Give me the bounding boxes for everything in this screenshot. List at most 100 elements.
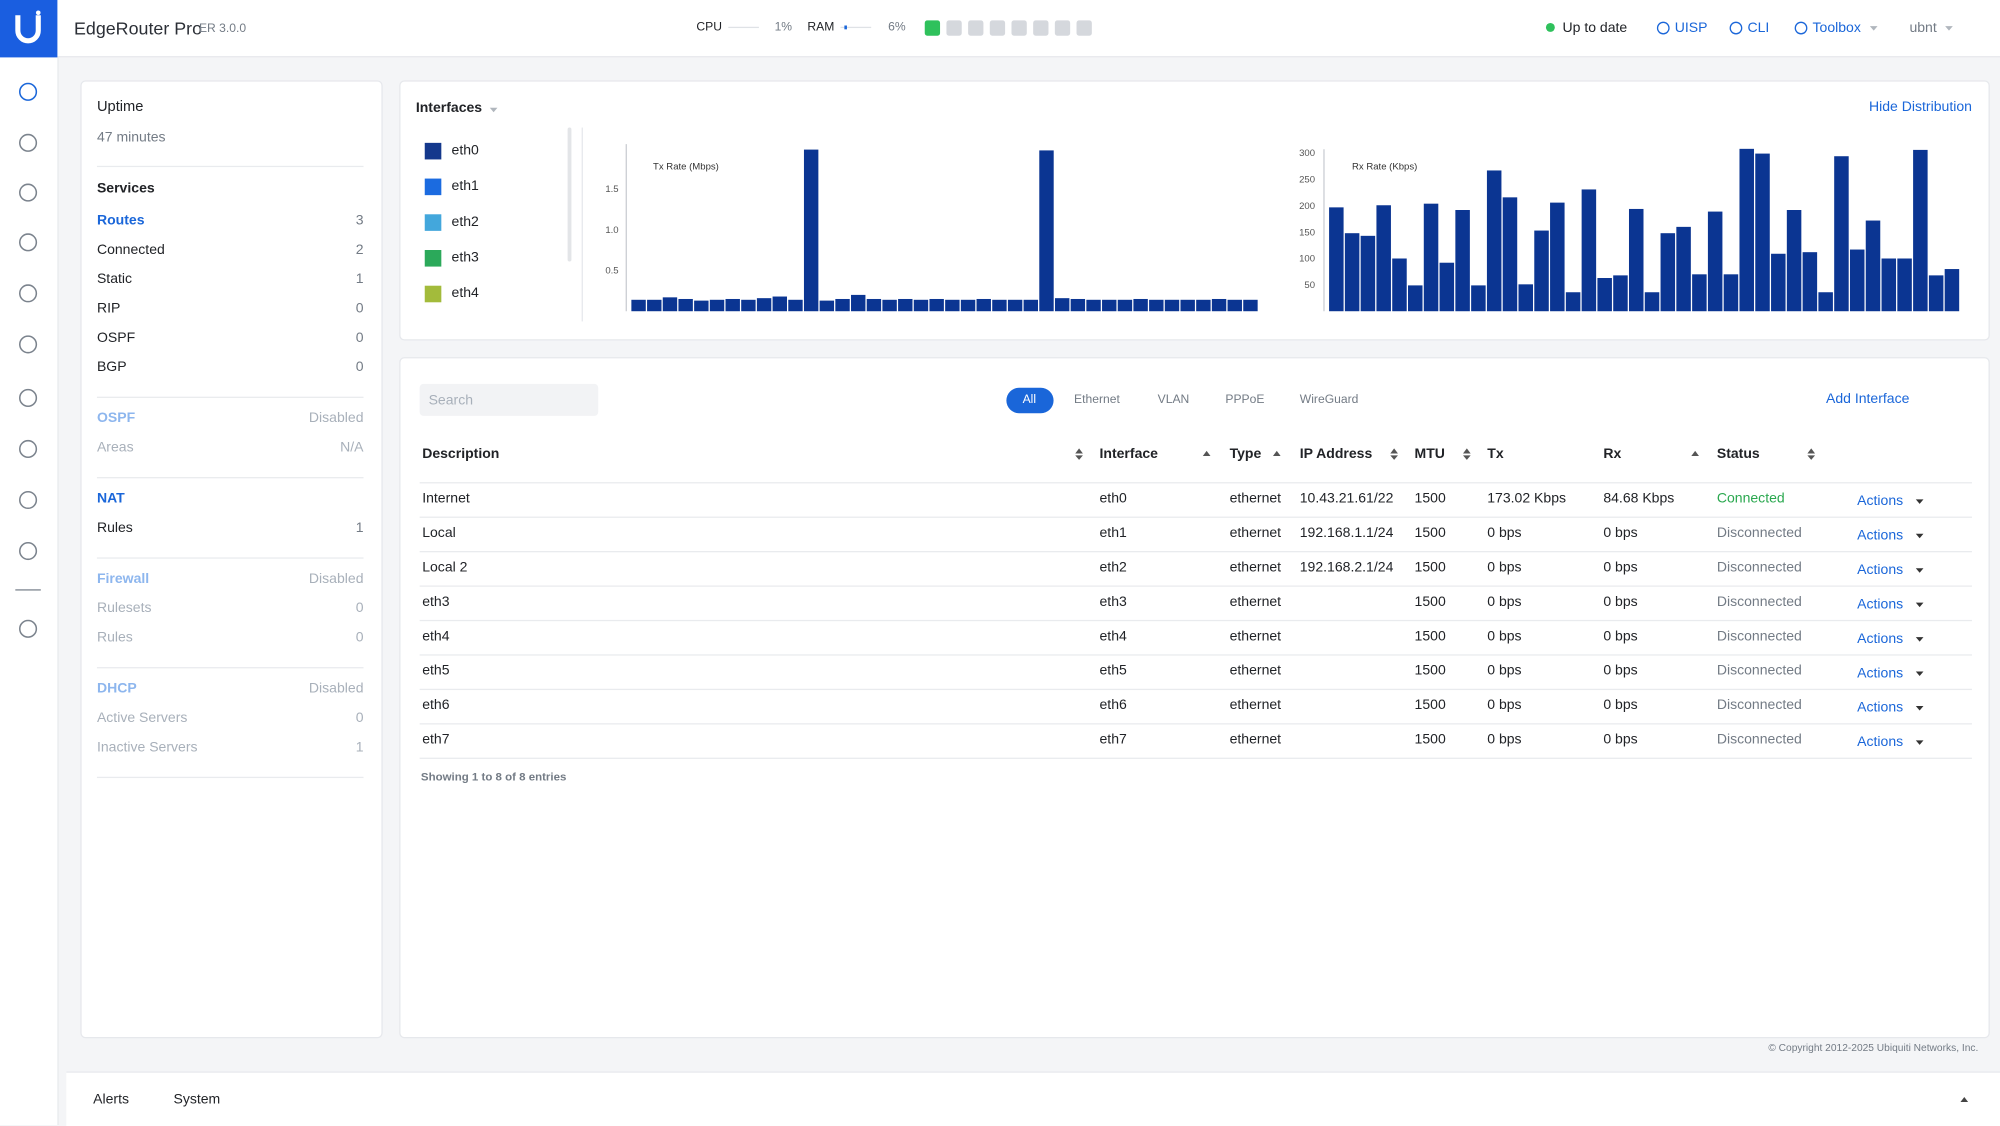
uptime-label: Uptime [96,99,144,115]
summary-value: 2 [355,242,364,258]
summary-label: RIP [96,301,121,317]
legend-swatch [424,249,442,267]
bottom-tab[interactable]: System [173,1091,221,1108]
header-link[interactable]: Toolbox [1812,20,1861,36]
summary-value: 0 [355,710,364,726]
port-indicator [1054,20,1071,36]
filter-pill[interactable] [1006,387,1054,414]
summary-label: Static [96,271,133,287]
column-header: Tx [1487,446,1504,462]
cell: Disconnected [1716,559,1802,576]
cell: Local [422,525,456,541]
cell: 0 bps [1603,628,1638,645]
column-header: Description [422,446,500,462]
divider [96,396,364,398]
cell: 192.168.2.1/24 [1299,559,1394,576]
cell: 0 bps [1603,663,1638,679]
actions-menu[interactable]: Actions [1857,734,1904,750]
legend-label: eth0 [451,142,479,159]
cell: Disconnected [1716,697,1802,714]
summary-label: Areas [96,440,134,456]
panel-title: Interfaces [415,100,483,117]
actions-menu[interactable]: Actions [1857,596,1904,613]
legend-label: eth2 [451,214,479,230]
section-status: Disabled [308,681,364,697]
table-card [399,357,1990,1039]
actions-menu[interactable]: Actions [1857,700,1904,716]
legend-label: eth3 [451,249,479,266]
legend-swatch [424,142,442,160]
cell: ethernet [1229,525,1282,541]
row-divider [419,482,1972,484]
actions-menu[interactable]: Actions [1857,528,1904,544]
cell: 0 bps [1603,732,1638,748]
port-indicator [968,20,984,36]
cell: eth6 [1099,697,1127,714]
scrollbar [567,127,572,262]
section-title: Services [96,181,155,197]
cell: 0 bps [1487,663,1522,679]
port-indicator [924,20,941,36]
summary-value: 0 [355,330,364,346]
filter-tab[interactable]: WireGuard [1299,392,1359,407]
filter-tab[interactable]: VLAN [1157,392,1190,407]
cell: 0 bps [1487,525,1522,541]
uptime-value: 47 minutes [96,130,166,146]
logo[interactable] [0,0,58,58]
divider [96,165,364,168]
cell: 1500 [1414,594,1446,610]
divider [96,557,364,559]
row-divider [419,585,1972,587]
cell: eth0 [1099,491,1127,507]
filter-tab[interactable]: Ethernet [1074,392,1120,407]
actions-menu[interactable]: Actions [1857,493,1904,509]
divider [96,667,364,669]
column-header: Type [1229,446,1262,462]
bottom-tab[interactable]: Alerts [93,1091,129,1108]
summary-value: 1 [355,739,364,756]
search-box[interactable] [419,383,599,416]
cell: ethernet [1229,559,1282,576]
actions-menu[interactable]: Actions [1857,562,1904,578]
cell: eth5 [422,663,450,679]
ram-fill [844,25,847,30]
update-status: Up to date [1562,20,1628,36]
row-divider [419,654,1972,656]
cell: eth4 [1099,628,1127,645]
column-header: MTU [1414,446,1445,462]
header-link[interactable]: CLI [1747,20,1770,36]
column-header: Rx [1603,446,1622,462]
summary-label: Rules [96,520,133,536]
cell: 1500 [1414,628,1446,645]
bottom-panel [66,1071,2000,1126]
cell: eth7 [422,732,450,748]
summary-value: 0 [355,301,364,317]
legend-swatch [424,214,442,231]
summary-label: Active Servers [96,710,188,726]
row-divider [419,688,1972,691]
column-header: IP Address [1299,446,1373,462]
column-header: Status [1716,446,1760,462]
section-title: OSPF [96,410,136,427]
ram-value: 6% [888,20,906,35]
filter-tab[interactable]: PPPoE [1225,392,1265,407]
logo-mark [15,10,41,44]
actions-menu[interactable]: Actions [1857,631,1904,647]
cell: ethernet [1229,663,1282,679]
user-menu[interactable]: ubnt [1909,20,1937,36]
cell: 0 bps [1603,525,1638,541]
cell: Local 2 [422,559,468,576]
cell: Connected [1716,491,1785,507]
cell: 0 bps [1487,559,1522,576]
section-title: Firewall [96,571,150,587]
header-link[interactable]: UISP [1674,20,1708,36]
summary-label: Routes [96,213,145,229]
cell: eth6 [422,697,450,714]
search-placeholder[interactable]: Search [428,392,474,409]
actions-menu[interactable]: Actions [1857,665,1904,682]
filter-tab[interactable]: All [1022,392,1037,407]
cell: 1500 [1414,491,1446,507]
cpu-label: CPU [696,20,723,35]
cell: Disconnected [1716,628,1802,645]
cell: 1500 [1414,732,1446,748]
